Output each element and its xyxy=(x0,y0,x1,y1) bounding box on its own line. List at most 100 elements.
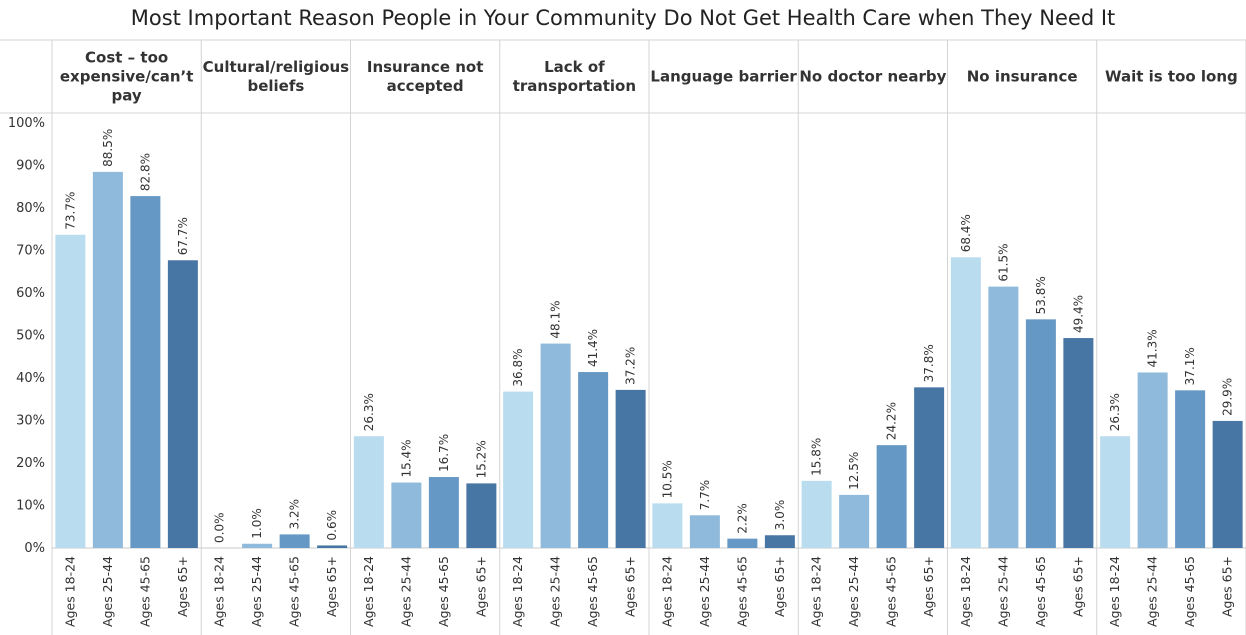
panel-header: beliefs xyxy=(247,77,304,95)
data-label: 7.7% xyxy=(698,480,712,511)
panel-header: expensive/can’t xyxy=(60,68,194,86)
x-tick-label: Ages 65+ xyxy=(921,556,936,617)
bar xyxy=(279,534,310,548)
data-label: 12.5% xyxy=(847,452,861,490)
data-label: 73.7% xyxy=(63,192,77,230)
x-tick-label: Ages 65+ xyxy=(175,556,190,617)
panel-header: Language barrier xyxy=(650,68,797,86)
data-label: 2.2% xyxy=(735,503,749,534)
data-label: 37.8% xyxy=(922,344,936,382)
bar xyxy=(914,387,945,548)
data-label: 3.2% xyxy=(288,499,302,530)
x-tick-label: Ages 25-44 xyxy=(398,556,413,627)
y-tick-label: 90% xyxy=(16,159,45,174)
data-label: 1.0% xyxy=(250,508,264,539)
bar xyxy=(801,480,832,548)
data-label: 41.3% xyxy=(1146,329,1160,367)
y-tick-label: 100% xyxy=(8,116,45,131)
data-label: 37.2% xyxy=(624,347,638,385)
data-label: 16.7% xyxy=(437,434,451,472)
x-tick-label: Ages 18-24 xyxy=(361,556,376,627)
x-tick-label: Ages 45-65 xyxy=(287,556,302,627)
x-tick-label: Ages 25-44 xyxy=(697,556,712,627)
bar xyxy=(1100,436,1131,548)
bar xyxy=(578,372,609,548)
bar xyxy=(727,538,758,548)
bar xyxy=(652,503,683,548)
bar xyxy=(55,234,86,548)
data-label: 49.4% xyxy=(1071,295,1085,333)
x-tick-label: Ages 18-24 xyxy=(809,556,824,627)
bar xyxy=(428,477,459,548)
panel-header: No doctor nearby xyxy=(799,68,946,86)
panel-header: No insurance xyxy=(967,68,1078,86)
x-tick-label: Ages 18-24 xyxy=(510,556,525,627)
data-label: 68.4% xyxy=(959,214,973,252)
data-label: 53.8% xyxy=(1034,276,1048,314)
x-tick-label: Ages 25-44 xyxy=(1145,556,1160,627)
bar xyxy=(1137,372,1168,548)
x-tick-label: Ages 65+ xyxy=(324,556,339,617)
y-tick-label: 70% xyxy=(16,244,45,259)
bar xyxy=(503,391,534,548)
x-tick-label: Ages 25-44 xyxy=(100,556,115,627)
y-tick-label: 30% xyxy=(16,414,45,429)
data-label: 41.4% xyxy=(586,329,600,367)
y-tick-label: 60% xyxy=(16,286,45,301)
bar xyxy=(353,436,384,548)
panel-header: Cultural/religious xyxy=(203,58,350,76)
data-label: 24.2% xyxy=(885,402,899,440)
bar xyxy=(1063,338,1094,548)
data-label: 10.5% xyxy=(660,460,674,498)
x-tick-label: Ages 18-24 xyxy=(212,556,227,627)
x-tick-label: Ages 65+ xyxy=(772,556,787,617)
data-label: 0.6% xyxy=(325,510,339,541)
data-label: 3.0% xyxy=(773,500,787,531)
x-tick-label: Ages 45-65 xyxy=(1182,556,1197,627)
bar xyxy=(615,389,646,548)
bar xyxy=(764,535,795,548)
x-tick-label: Ages 18-24 xyxy=(1107,556,1122,627)
x-tick-label: Ages 45-65 xyxy=(1033,556,1048,627)
data-label: 26.3% xyxy=(1108,393,1122,431)
chart-title: Most Important Reason People in Your Com… xyxy=(130,6,1116,30)
bar xyxy=(130,196,161,548)
bar xyxy=(988,286,1019,548)
x-tick-label: Ages 45-65 xyxy=(734,556,749,627)
panel-header: Insurance not xyxy=(367,58,484,76)
data-label: 15.2% xyxy=(474,440,488,478)
x-tick-label: Ages 45-65 xyxy=(884,556,899,627)
y-tick-label: 80% xyxy=(16,201,45,216)
bar xyxy=(540,343,571,548)
panel-header: accepted xyxy=(387,77,464,95)
bar xyxy=(242,543,273,548)
data-label: 67.7% xyxy=(176,217,190,255)
x-tick-label: Ages 25-44 xyxy=(846,556,861,627)
bar xyxy=(689,515,720,548)
x-tick-label: Ages 18-24 xyxy=(62,556,77,627)
x-tick-label: Ages 45-65 xyxy=(585,556,600,627)
bar xyxy=(950,257,981,548)
data-label: 15.4% xyxy=(399,439,413,477)
data-label: 48.1% xyxy=(549,300,563,338)
panel-header: transportation xyxy=(513,77,636,95)
bar xyxy=(1025,319,1056,548)
x-tick-label: Ages 25-44 xyxy=(249,556,264,627)
y-tick-label: 0% xyxy=(24,541,45,556)
data-label: 82.8% xyxy=(138,153,152,191)
data-label: 88.5% xyxy=(101,129,115,167)
bar xyxy=(876,445,907,548)
x-tick-label: Ages 65+ xyxy=(473,556,488,617)
data-label: 15.8% xyxy=(810,438,824,476)
data-label: 26.3% xyxy=(362,393,376,431)
y-tick-label: 10% xyxy=(16,499,45,514)
x-tick-label: Ages 18-24 xyxy=(958,556,973,627)
x-tick-label: Ages 25-44 xyxy=(548,556,563,627)
y-tick-label: 50% xyxy=(16,329,45,344)
data-label: 61.5% xyxy=(996,244,1010,282)
data-label: 37.1% xyxy=(1183,347,1197,385)
panel-header: Cost – too xyxy=(85,49,168,67)
x-tick-label: Ages 18-24 xyxy=(659,556,674,627)
bar xyxy=(92,171,123,548)
